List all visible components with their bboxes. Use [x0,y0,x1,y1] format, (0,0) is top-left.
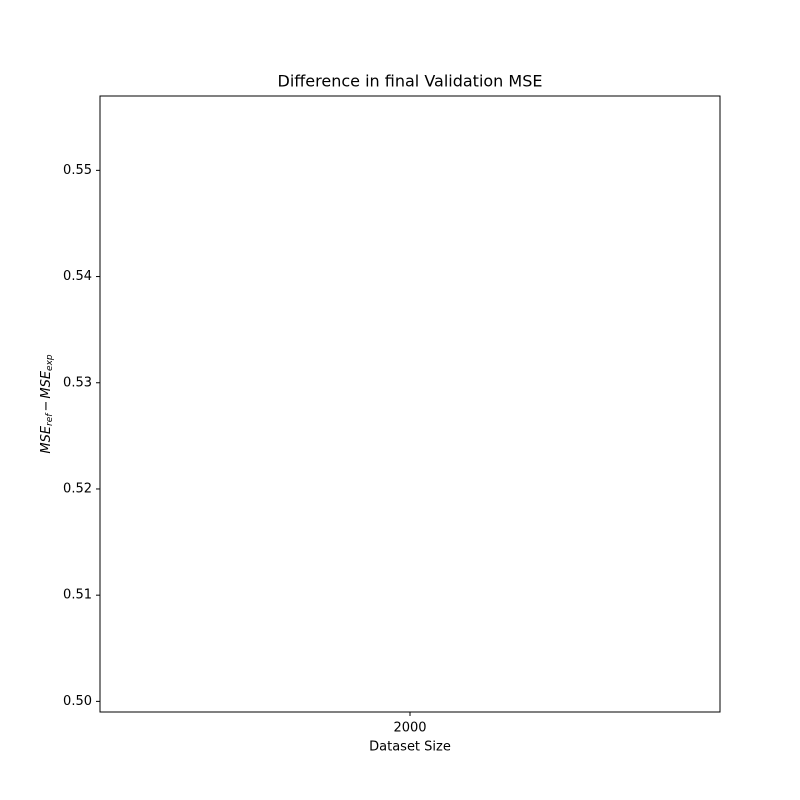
y-axis-label: MSEref−MSEexp [39,354,55,454]
y-label-part: MSE [39,425,54,453]
y-tick-label: 0.54 [63,269,92,284]
chart-title: Difference in final Validation MSE [278,72,543,91]
y-label-part: exp [45,354,55,371]
x-tick-label: 2000 [393,721,426,736]
y-label-part: ref [45,412,55,426]
y-tick-label: 0.53 [63,375,92,390]
y-tick-label: 0.52 [63,481,92,496]
y-label-part: − [39,401,54,412]
y-tick-label: 0.51 [63,588,92,603]
x-axis-label: Dataset Size [369,740,451,755]
y-tick-label: 0.55 [63,163,92,178]
y-tick-label: 0.50 [63,694,92,709]
y-label-part: MSE [39,370,54,398]
